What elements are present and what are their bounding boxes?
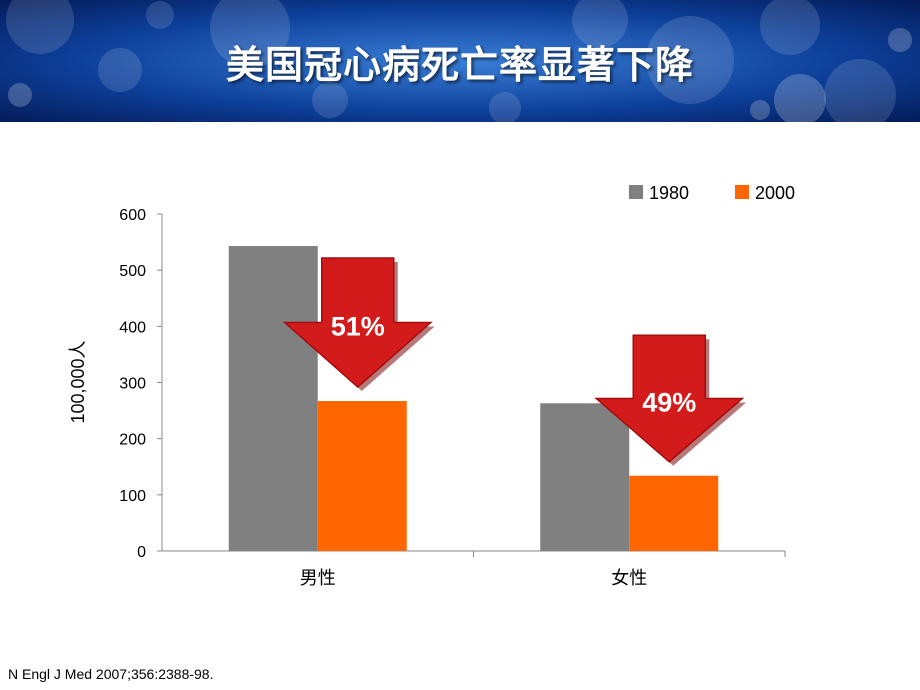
title-banner — [0, 0, 920, 122]
y-tick-label: 0 — [137, 544, 146, 561]
legend-swatch-1980 — [629, 185, 643, 199]
down-arrow-icon — [594, 334, 745, 463]
bar-1980-male — [228, 246, 318, 551]
y-tick-label: 200 — [119, 432, 146, 449]
y-tick-label: 300 — [119, 376, 146, 393]
bar-2000-male — [317, 401, 407, 551]
bar-2000-female — [629, 475, 719, 551]
y-tick-label: 500 — [119, 263, 146, 280]
percent-decrease-label: 49% — [642, 388, 696, 418]
x-tick-label: 女性 — [611, 568, 647, 589]
y-tick-label: 600 — [119, 207, 146, 224]
percent-decrease-label: 51% — [331, 312, 385, 342]
slide-title: 美国冠心病死亡率显著下降 — [225, 43, 694, 87]
down-arrow-icon — [282, 257, 433, 389]
y-axis-label: 100,000人 — [68, 340, 88, 423]
legend-label: 2000 — [755, 183, 795, 203]
legend-label: 1980 — [649, 183, 689, 203]
y-tick-label: 100 — [119, 488, 146, 505]
citation: N Engl J Med 2007;356:2388-98. — [8, 666, 214, 682]
x-tick-label: 男性 — [300, 568, 336, 589]
legend-swatch-2000 — [735, 185, 749, 199]
bar-1980-female — [540, 403, 630, 551]
y-tick-label: 400 — [119, 319, 146, 336]
